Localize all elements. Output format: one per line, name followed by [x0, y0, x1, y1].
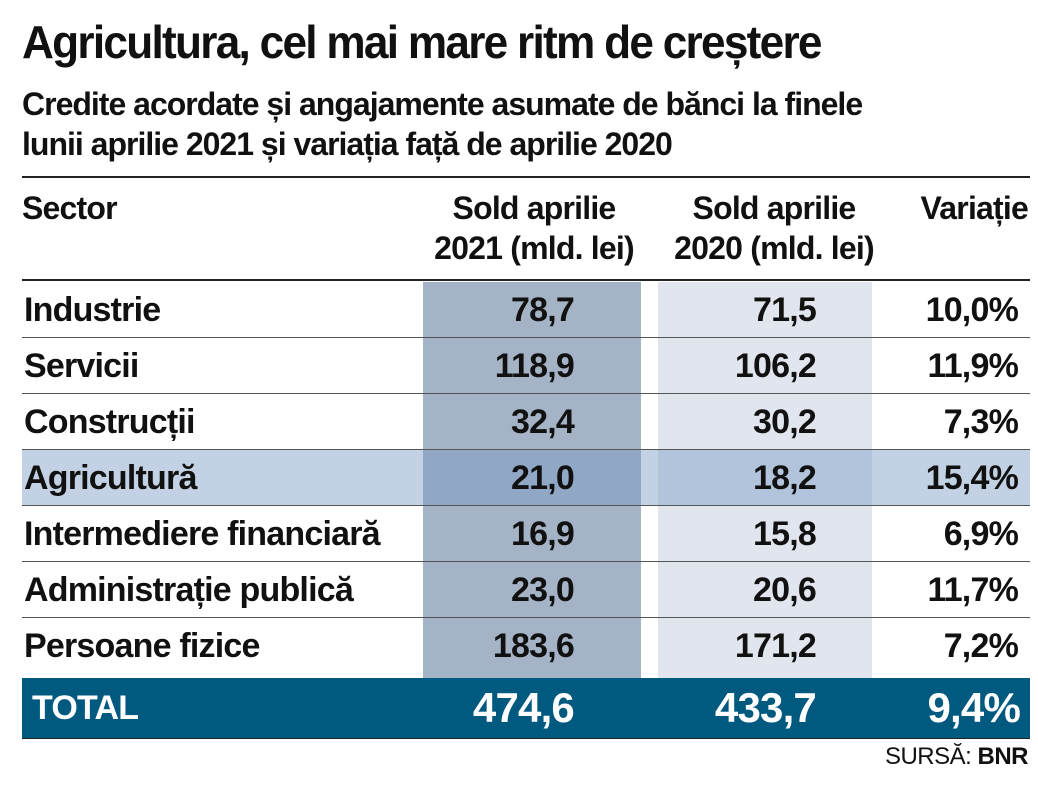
sold-2020-cell: 30,2 [753, 403, 817, 441]
sector-cell: Administrație publică [24, 571, 354, 609]
sector-cell: Industrie [24, 291, 161, 329]
sold-2020-cell: 171,2 [734, 627, 817, 665]
row-divider [22, 393, 1030, 394]
variatie-cell: 10,0% [925, 291, 1019, 329]
sector-cell: Agricultură [24, 459, 197, 497]
table-row: Servicii 118,9 106,2 11,9% [22, 338, 1030, 394]
sold-2020-cell: 71,5 [753, 291, 817, 329]
table-row: Intermediere financiară 16,9 15,8 6,9% [22, 506, 1030, 562]
row-divider [22, 617, 1030, 618]
row-divider [22, 505, 1030, 506]
bottom-rule [22, 738, 1030, 739]
row-divider [22, 449, 1030, 450]
column-2020-background [658, 282, 872, 678]
variatie-cell: 7,2% [943, 627, 1019, 665]
row-divider [22, 561, 1030, 562]
sold-2021-cell: 21,0 [511, 459, 575, 497]
total-variatie: 9,4% [927, 684, 1020, 731]
variatie-cell: 15,4% [925, 459, 1019, 497]
sector-cell: Intermediere financiară [24, 515, 381, 553]
table-row: Persoane fizice 183,6 171,2 7,2% [22, 618, 1030, 674]
variatie-cell: 11,7% [927, 571, 1018, 609]
sold-2020-cell: 20,6 [753, 571, 817, 609]
header-rule [22, 279, 1030, 281]
header-sold-2020-line-1: Sold aprilie [692, 190, 857, 226]
top-rule [22, 176, 1030, 178]
header-variatie: Variație [920, 190, 1029, 226]
row-divider [22, 337, 1030, 338]
sold-2021-cell: 183,6 [492, 627, 575, 665]
header-sold-2020-line-2: 2020 (mld. lei) [674, 230, 874, 266]
header-sold-2021-line-1: Sold aprilie [452, 190, 617, 226]
source-note: SURSĂ: BNR [884, 742, 1029, 772]
table-row: Construcții 32,4 30,2 7,3% [22, 394, 1030, 450]
column-2021-background [423, 282, 641, 678]
sold-2021-cell: 32,4 [511, 403, 575, 441]
sold-2021-cell: 118,9 [494, 347, 575, 385]
total-label: TOTAL [32, 689, 139, 727]
sector-cell: Persoane fizice [24, 627, 260, 665]
variatie-cell: 11,9% [927, 347, 1018, 385]
total-sold-2020: 433,7 [714, 684, 817, 731]
table-row: Industrie 78,7 71,5 10,0% [22, 282, 1030, 338]
header-sold-2020: Sold aprilie 2020 (mld. lei) [661, 188, 887, 268]
header-sector: Sector [22, 190, 118, 226]
subtitle-line-1: Credite acordate și angajamente asumate … [22, 86, 863, 122]
sector-cell: Construcții [24, 403, 195, 441]
variatie-cell: 7,3% [943, 403, 1019, 441]
sold-2021-cell: 16,9 [511, 515, 575, 553]
sold-2021-cell: 23,0 [511, 571, 575, 609]
total-row: TOTAL 474,6 433,7 9,4% [22, 678, 1030, 738]
sector-cell: Servicii [24, 347, 139, 385]
subtitle: Credite acordate și angajamente asumate … [22, 84, 1022, 164]
header-sold-2021-line-2: 2021 (mld. lei) [434, 230, 634, 266]
variatie-cell: 6,9% [943, 515, 1019, 553]
table-row: Administrație publică 23,0 20,6 11,7% [22, 562, 1030, 618]
sold-2020-cell: 106,2 [734, 347, 817, 385]
sold-2020-cell: 18,2 [753, 459, 817, 497]
source-value: BNR [977, 743, 1029, 770]
total-sold-2021: 474,6 [472, 684, 575, 731]
table-row: Agricultură 21,0 18,2 15,4% [22, 450, 1030, 506]
subtitle-line-2: lunii aprilie 2021 și variația față de a… [22, 126, 673, 162]
page-title: Agricultura, cel mai mare ritm de crește… [22, 16, 822, 68]
source-label: SURSĂ: [884, 743, 972, 770]
sold-2020-cell: 15,8 [753, 515, 817, 553]
sold-2021-cell: 78,7 [511, 291, 575, 329]
header-sold-2021: Sold aprilie 2021 (mld. lei) [421, 188, 647, 268]
